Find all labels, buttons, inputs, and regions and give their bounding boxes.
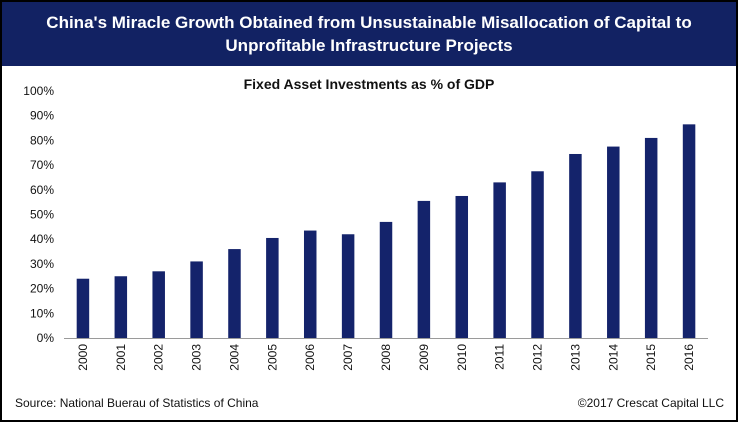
bar-2003 <box>190 261 203 338</box>
bar-2012 <box>531 171 544 338</box>
header-banner: China's Miracle Growth Obtained from Uns… <box>2 2 736 66</box>
x-tick-label: 2011 <box>493 344 507 370</box>
chart-title: Fixed Asset Investments as % of GDP <box>243 76 495 92</box>
x-tick-label: 2006 <box>303 344 317 371</box>
bar-2008 <box>379 221 393 338</box>
x-tick-label: 2007 <box>341 344 355 371</box>
x-tick-label: 2001 <box>114 344 128 371</box>
y-tick-label: 30% <box>30 257 54 271</box>
bar-2011 <box>493 182 506 338</box>
y-tick-label: 80% <box>30 133 54 147</box>
y-tick-label: 20% <box>30 282 54 296</box>
copyright-note: ©2017 Crescat Capital LLC <box>577 396 724 410</box>
x-tick-label: 2015 <box>644 344 658 371</box>
x-tick-label: 2009 <box>417 344 431 371</box>
x-tick-label: 2003 <box>190 344 204 371</box>
x-tick-label: 2004 <box>227 344 241 371</box>
y-tick-label: 0% <box>37 331 55 345</box>
y-tick-label: 60% <box>30 183 54 197</box>
bar-2015 <box>644 137 658 338</box>
y-tick-label: 50% <box>30 208 54 222</box>
x-tick-label: 2002 <box>152 344 166 371</box>
x-tick-label: 2008 <box>379 344 393 371</box>
x-tick-label: 2000 <box>76 344 90 371</box>
x-tick-label: 2013 <box>568 344 582 371</box>
bar-2005 <box>266 237 279 338</box>
y-tick-label: 40% <box>30 232 54 246</box>
y-tick-label: 100% <box>23 84 54 98</box>
bar-chart: 0% 10% 20% 30% 40% 50% 60% 70% 80% 90% 100% 2000 200… <box>23 84 708 371</box>
bar-2004 <box>228 249 241 338</box>
y-tick-label: 70% <box>30 158 54 172</box>
bar-2007 <box>341 234 355 338</box>
bar-2006 <box>303 230 317 338</box>
bar-2001 <box>114 276 128 338</box>
x-tick-label: 2005 <box>265 344 279 371</box>
bar-2014 <box>607 146 620 338</box>
header-title-line1: China's Miracle Growth Obtained from Uns… <box>46 13 692 32</box>
x-tick-label: 2010 <box>455 344 469 371</box>
source-note: Source: National Buerau of Statistics of… <box>15 396 259 410</box>
x-tick-label: 2016 <box>682 344 696 371</box>
header-title-line2: Unprofitable Infrastructure Projects <box>225 36 513 55</box>
bar-2010 <box>455 195 469 338</box>
bar-2002 <box>152 271 165 338</box>
x-tick-label: 2014 <box>606 344 620 371</box>
bar-2016 <box>682 124 696 338</box>
y-tick-label: 90% <box>30 109 54 123</box>
y-tick-label: 10% <box>30 306 54 320</box>
bar-2009 <box>417 200 431 338</box>
x-tick-label: 2012 <box>531 344 545 371</box>
bar-2013 <box>569 153 582 338</box>
bar-2000 <box>76 278 90 338</box>
